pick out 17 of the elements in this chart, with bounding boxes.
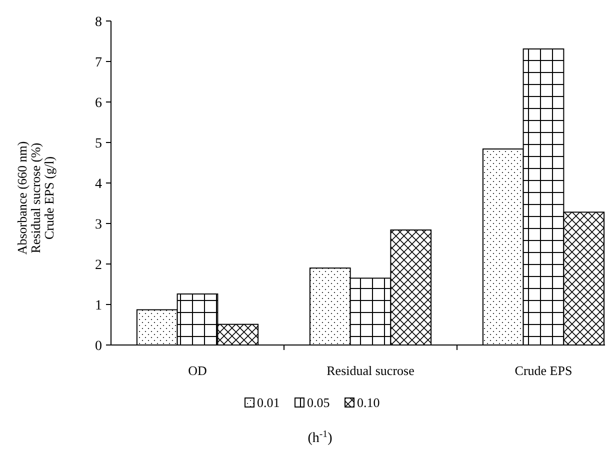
y-tick-label: 7 xyxy=(95,55,102,70)
y-tick-label: 8 xyxy=(95,14,102,30)
y-axis-title: Absorbance (660 nm) Residual sucrose (%) Crude EPS (g/l) xyxy=(14,141,57,255)
y-tick-label: 5 xyxy=(95,136,102,152)
y-tick-label: 4 xyxy=(95,176,102,192)
legend-title: (h$^{-1}$) xyxy=(308,428,333,446)
legend-label: 0.10 xyxy=(357,395,380,410)
x-tick-label: Residual sucrose xyxy=(326,363,415,378)
x-tick-label: Crude EPS xyxy=(514,363,572,378)
y-tick-label: 2 xyxy=(95,258,102,273)
legend-label: 0.05 xyxy=(307,395,330,410)
y-tick-label: 3 xyxy=(95,217,102,232)
x-tick-label: OD xyxy=(188,363,207,378)
y-tick-label: 6 xyxy=(95,96,102,111)
y-tick-label: 1 xyxy=(95,298,102,314)
legend-label: 0.01 xyxy=(257,395,280,410)
y-tick-label: 0 xyxy=(95,338,102,354)
